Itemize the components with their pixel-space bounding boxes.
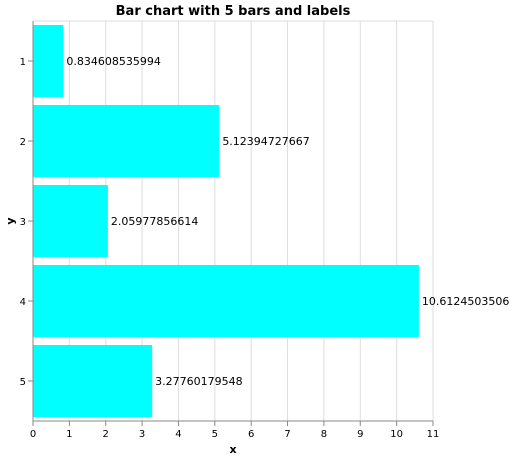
bar <box>33 25 64 97</box>
x-tick-label: 5 <box>212 429 218 440</box>
y-axis-ticks: 1 2 3 4 5 <box>20 57 33 388</box>
data-labels: 0.834608535994 5.12394727667 2.05977856614… <box>66 55 509 388</box>
x-tick-label: 11 <box>427 429 440 440</box>
x-axis-title: x <box>229 443 236 456</box>
x-tick-label: 9 <box>357 429 363 440</box>
x-tick-label: 2 <box>103 429 109 440</box>
bar-value-label: 2.05977856614 <box>111 215 198 228</box>
bar-value-label: 10.6124503506 <box>422 295 509 308</box>
y-tick-label: 2 <box>20 137 26 148</box>
x-tick-label: 6 <box>248 429 254 440</box>
y-tick-label: 5 <box>20 377 26 388</box>
bar <box>33 345 153 417</box>
y-axis-title: y <box>4 217 17 224</box>
bar <box>33 185 108 257</box>
grid <box>32 20 434 421</box>
y-tick-label: 3 <box>20 217 26 228</box>
bar <box>33 105 220 177</box>
x-tick-label: 8 <box>321 429 327 440</box>
bar-value-label: 5.12394727667 <box>222 135 309 148</box>
y-tick-label: 4 <box>20 297 26 308</box>
bar-value-label: 0.834608535994 <box>66 55 160 68</box>
y-tick-label: 1 <box>20 57 26 68</box>
x-tick-label: 7 <box>284 429 290 440</box>
bars <box>33 25 419 417</box>
x-tick-label: 10 <box>390 429 403 440</box>
x-tick-label: 3 <box>139 429 145 440</box>
bar <box>33 265 419 337</box>
x-axis-ticks: 0 1 2 3 4 5 6 7 8 9 10 11 <box>30 421 440 440</box>
bar-value-label: 3.27760179548 <box>155 375 242 388</box>
x-tick-label: 4 <box>175 429 181 440</box>
x-tick-label: 1 <box>66 429 72 440</box>
chart-title: Bar chart with 5 bars and labels <box>116 4 351 19</box>
x-tick-label: 0 <box>30 429 36 440</box>
